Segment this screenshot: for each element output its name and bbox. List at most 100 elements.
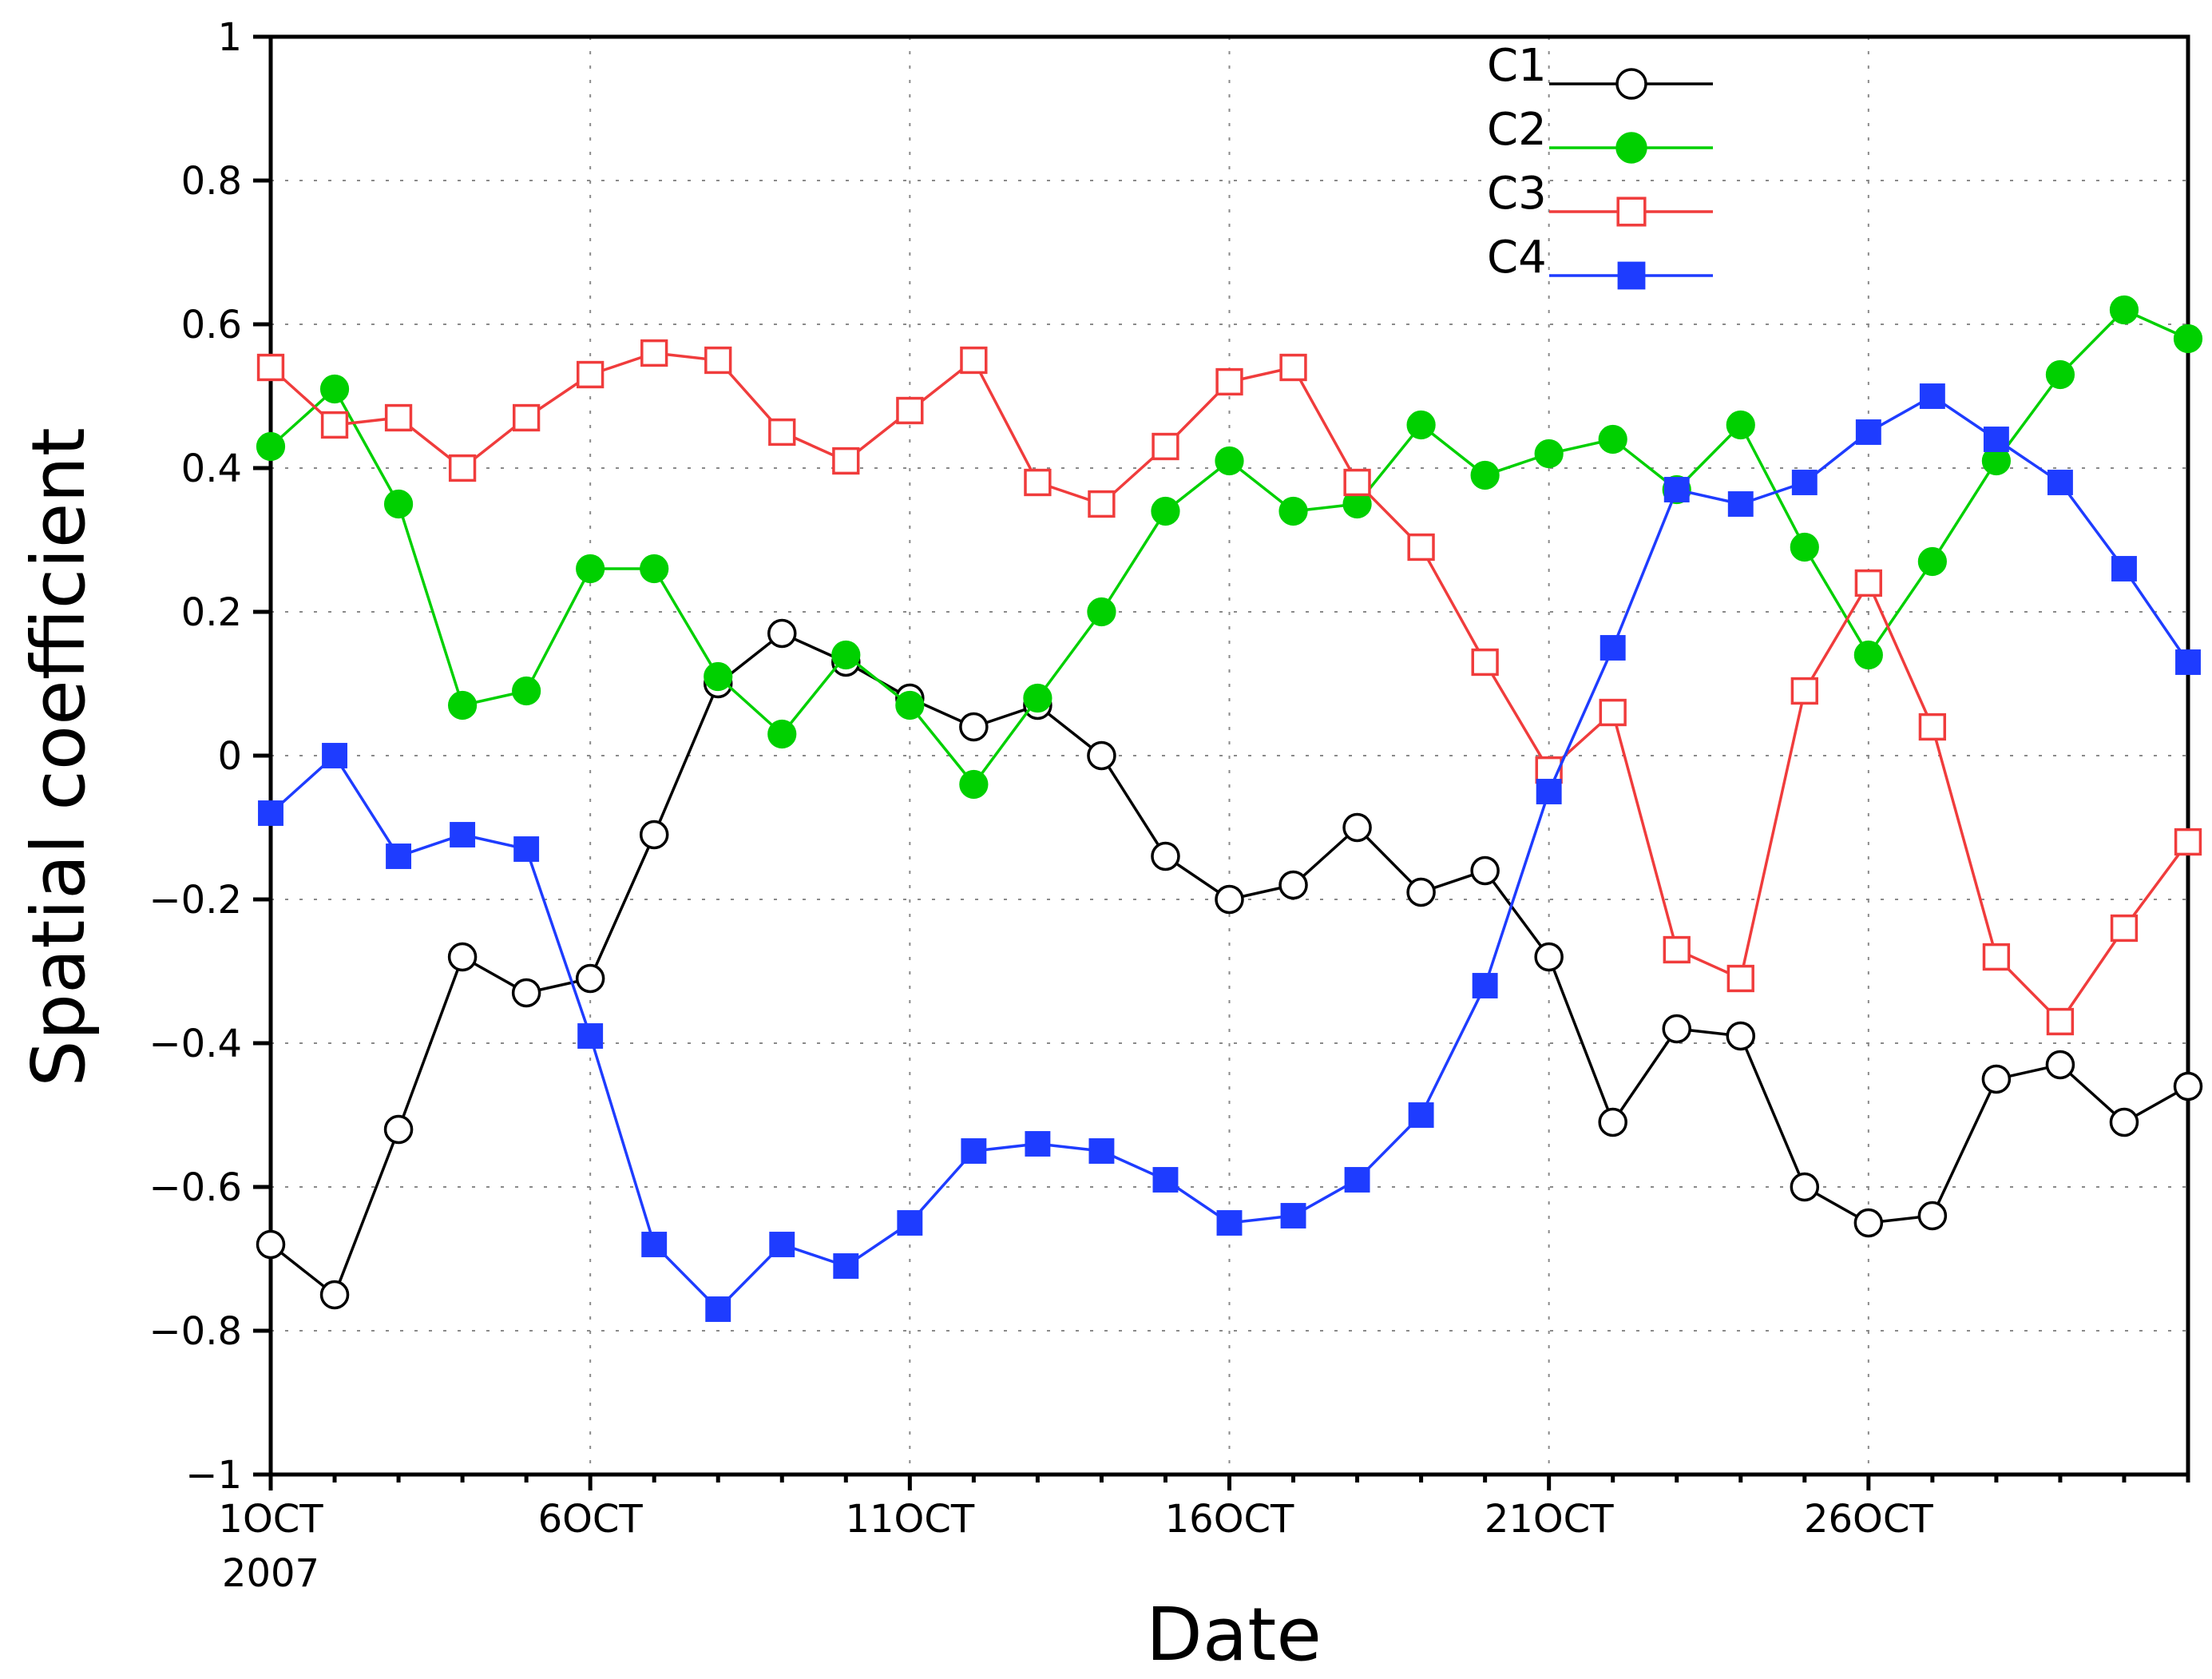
data-point-c4 xyxy=(322,743,347,768)
grid-layer xyxy=(271,37,2188,1475)
data-point-c3 xyxy=(704,346,732,375)
data-point-c3 xyxy=(577,360,605,389)
legend-marker xyxy=(1615,132,1647,164)
data-point-c3 xyxy=(2174,828,2202,856)
data-point-c1 xyxy=(447,942,478,972)
data-point-c4 xyxy=(1663,477,1690,502)
data-point-c4 xyxy=(1088,1138,1115,1164)
series-c4 xyxy=(258,383,2201,1322)
data-point-c4 xyxy=(386,843,412,869)
y-tick-label: −0.6 xyxy=(149,1165,242,1210)
data-point-c3 xyxy=(1982,943,2011,971)
data-point-c3 xyxy=(1790,677,1818,705)
y-axis-title: Spatial coefficient xyxy=(16,427,101,1087)
legend-marker xyxy=(1617,261,1646,290)
data-point-c3 xyxy=(2046,1007,2075,1036)
data-point-c1 xyxy=(2173,1071,2203,1101)
data-point-c3 xyxy=(448,454,477,482)
legend-label: C1 xyxy=(1487,40,1547,92)
data-point-c4 xyxy=(1472,973,1498,998)
data-point-c4 xyxy=(1727,491,1754,517)
y-tick-label: −1 xyxy=(185,1453,242,1498)
x-tick-label: 21OCT xyxy=(1485,1497,1614,1542)
data-point-c3 xyxy=(1088,490,1116,518)
x-tick-label: 11OCT xyxy=(845,1497,974,1542)
data-point-c1 xyxy=(1151,841,1180,871)
x-tick-label: 26OCT xyxy=(1804,1497,1933,1542)
ticks-layer: 1 0.8 0.6 0.4 0.2 0 −0.2 −0.4 −0.6 −0.8 −11OCT 6OCT… xyxy=(149,15,2190,1596)
data-point-c1 xyxy=(256,1229,286,1260)
data-point-c4 xyxy=(450,822,476,847)
x-tick-label: 6OCT xyxy=(538,1497,644,1542)
data-point-c2 xyxy=(2109,295,2139,325)
data-point-c2 xyxy=(512,676,541,706)
data-point-c2 xyxy=(319,374,350,404)
data-point-c2 xyxy=(256,431,286,462)
data-point-c4 xyxy=(961,1138,987,1164)
data-point-c3 xyxy=(1024,468,1052,497)
data-point-c3 xyxy=(1471,648,1499,677)
data-point-c4 xyxy=(258,800,283,826)
data-point-c1 xyxy=(2109,1107,2139,1137)
data-point-c2 xyxy=(1470,460,1500,490)
data-point-c1 xyxy=(1981,1064,2012,1094)
data-point-c4 xyxy=(1855,419,1881,445)
data-point-c2 xyxy=(831,640,861,670)
data-point-c4 xyxy=(1536,779,1562,804)
data-point-c4 xyxy=(2111,556,2137,581)
data-point-c4 xyxy=(705,1296,731,1322)
legend-label: C4 xyxy=(1487,232,1547,284)
legend-item-c3: C3 xyxy=(1487,168,1713,227)
data-point-c2 xyxy=(448,690,478,720)
data-point-c1 xyxy=(767,618,797,649)
x-tick-label: 16OCT xyxy=(1165,1497,1294,1542)
data-point-c1 xyxy=(1917,1201,1948,1231)
data-point-c2 xyxy=(383,489,414,519)
legend-item-c2: C2 xyxy=(1487,104,1713,164)
data-point-c2 xyxy=(1278,496,1308,526)
data-point-c2 xyxy=(1023,683,1052,713)
legend-label: C2 xyxy=(1487,104,1547,156)
data-point-c4 xyxy=(1600,635,1626,661)
data-point-c3 xyxy=(320,411,349,439)
data-point-c2 xyxy=(1151,496,1180,526)
legend-item-c4: C4 xyxy=(1487,232,1713,290)
data-point-c1 xyxy=(1790,1172,1820,1202)
data-point-c3 xyxy=(2110,914,2139,943)
data-point-c4 xyxy=(1025,1131,1051,1157)
x-axis-title: Date xyxy=(1146,1592,1322,1677)
series-c2 xyxy=(256,295,2203,800)
data-point-c2 xyxy=(1853,640,1883,670)
data-point-c2 xyxy=(895,690,925,720)
data-point-c1 xyxy=(2045,1050,2075,1080)
data-point-c1 xyxy=(1087,740,1116,771)
data-point-c4 xyxy=(1152,1167,1179,1193)
data-point-c3 xyxy=(1599,698,1627,727)
data-point-c4 xyxy=(1280,1203,1306,1228)
y-tick-label: −0.8 xyxy=(149,1309,242,1354)
data-point-c3 xyxy=(1663,935,1691,964)
data-point-c3 xyxy=(640,339,668,367)
data-point-c3 xyxy=(960,346,988,375)
data-point-c4 xyxy=(2047,470,2073,495)
data-point-c1 xyxy=(1342,812,1372,843)
x-tick-label: 1OCT xyxy=(218,1497,323,1542)
legend-marker xyxy=(1615,68,1647,100)
data-point-c4 xyxy=(1344,1167,1370,1193)
data-point-c2 xyxy=(1406,410,1436,440)
data-point-c1 xyxy=(319,1280,350,1310)
data-point-c2 xyxy=(767,719,797,749)
data-point-c3 xyxy=(384,403,413,432)
y-tick-label: 0.8 xyxy=(181,159,242,204)
data-point-c3 xyxy=(256,353,285,382)
data-point-c4 xyxy=(641,1232,668,1257)
data-point-c4 xyxy=(1216,1210,1243,1236)
data-point-c4 xyxy=(833,1253,859,1279)
data-point-c1 xyxy=(1853,1208,1884,1238)
series-line-c1 xyxy=(269,631,2189,1297)
data-point-c3 xyxy=(1854,569,1882,597)
data-point-c1 xyxy=(1726,1021,1756,1051)
data-point-c4 xyxy=(1408,1102,1434,1128)
data-point-c4 xyxy=(897,1210,923,1236)
